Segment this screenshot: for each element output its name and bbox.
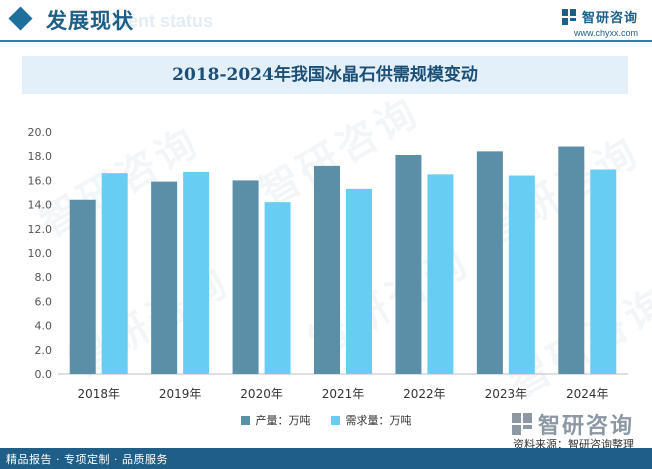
y-tick-label: 8.0 <box>35 271 53 284</box>
y-tick-label: 2.0 <box>35 344 53 357</box>
legend: 产量：万吨 需求量：万吨 <box>0 412 652 428</box>
y-tick-label: 16.0 <box>28 174 53 187</box>
legend-label-production: 产量：万吨 <box>255 414 311 427</box>
x-tick-label: 2020年 <box>240 387 283 401</box>
y-tick-label: 18.0 <box>28 150 53 163</box>
x-tick-label: 2021年 <box>322 387 365 401</box>
source-note: 资料来源：智研咨询整理 <box>513 438 634 451</box>
x-tick-label: 2019年 <box>159 387 202 401</box>
y-tick-label: 20.0 <box>28 126 53 139</box>
x-tick-label: 2022年 <box>403 387 446 401</box>
y-tick-label: 6.0 <box>35 295 53 308</box>
bar-demand <box>508 175 535 374</box>
x-tick-label: 2023年 <box>485 387 528 401</box>
footer-logo-text: 智研咨询 <box>537 414 634 439</box>
brand-url: www.chyxx.com <box>573 28 638 38</box>
legend-label-demand: 需求量：万吨 <box>345 414 412 427</box>
bar-production <box>476 151 503 374</box>
bar-production <box>395 154 422 374</box>
legend-swatch-production <box>240 415 250 425</box>
legend-item-demand: 需求量：万吨 <box>330 412 412 428</box>
x-tick-label: 2024年 <box>566 387 609 401</box>
footer-logo: 智研咨询 <box>511 408 634 440</box>
brand: 智研咨询 <box>561 7 638 26</box>
bar-production <box>314 165 340 374</box>
diamond-icon <box>8 6 33 31</box>
brand-name: 智研咨询 <box>581 11 638 26</box>
footer-logo-icon <box>511 413 532 435</box>
section-title: 发展现状 <box>46 9 134 33</box>
bar-demand <box>346 188 372 374</box>
footer-bar: 精品报告 · 专项定制 · 品质服务 <box>0 448 652 469</box>
header-ghost-text: ment status <box>112 11 214 31</box>
bar-production <box>232 180 259 374</box>
bar-demand <box>427 174 454 374</box>
bar-production <box>558 146 585 374</box>
footer-tagline: 精品报告 · 专项定制 · 品质服务 <box>6 453 168 466</box>
legend-swatch-demand <box>330 415 340 425</box>
header-divider <box>0 40 652 42</box>
bar-demand <box>101 173 128 374</box>
y-tick-label: 14.0 <box>28 199 53 212</box>
bar-chart: 0.0 2.0 4.0 6.0 8.0 10.0 12.0 14.0 16.0 18.0 20.0 2… <box>28 126 628 401</box>
y-tick-label: 10.0 <box>28 247 53 260</box>
y-tick-label: 0.0 <box>35 368 53 381</box>
bar-production <box>151 181 178 374</box>
brand-logo-icon <box>561 8 576 25</box>
bar-demand <box>590 169 617 374</box>
chart-title: 2018-2024年我国冰晶石供需规模变动 <box>172 65 478 85</box>
y-tick-label: 4.0 <box>35 320 53 333</box>
x-tick-label: 2018年 <box>77 387 120 401</box>
bar-demand <box>183 171 210 374</box>
chart-title-band: 2018-2024年我国冰晶石供需规模变动 <box>22 56 628 94</box>
header: ment status 发展现状 智研咨询 www.chyxx.com <box>0 0 652 46</box>
bar-demand <box>264 202 291 374</box>
legend-item-production: 产量：万吨 <box>240 412 311 428</box>
bar-production <box>69 199 96 374</box>
y-tick-label: 12.0 <box>28 223 53 236</box>
